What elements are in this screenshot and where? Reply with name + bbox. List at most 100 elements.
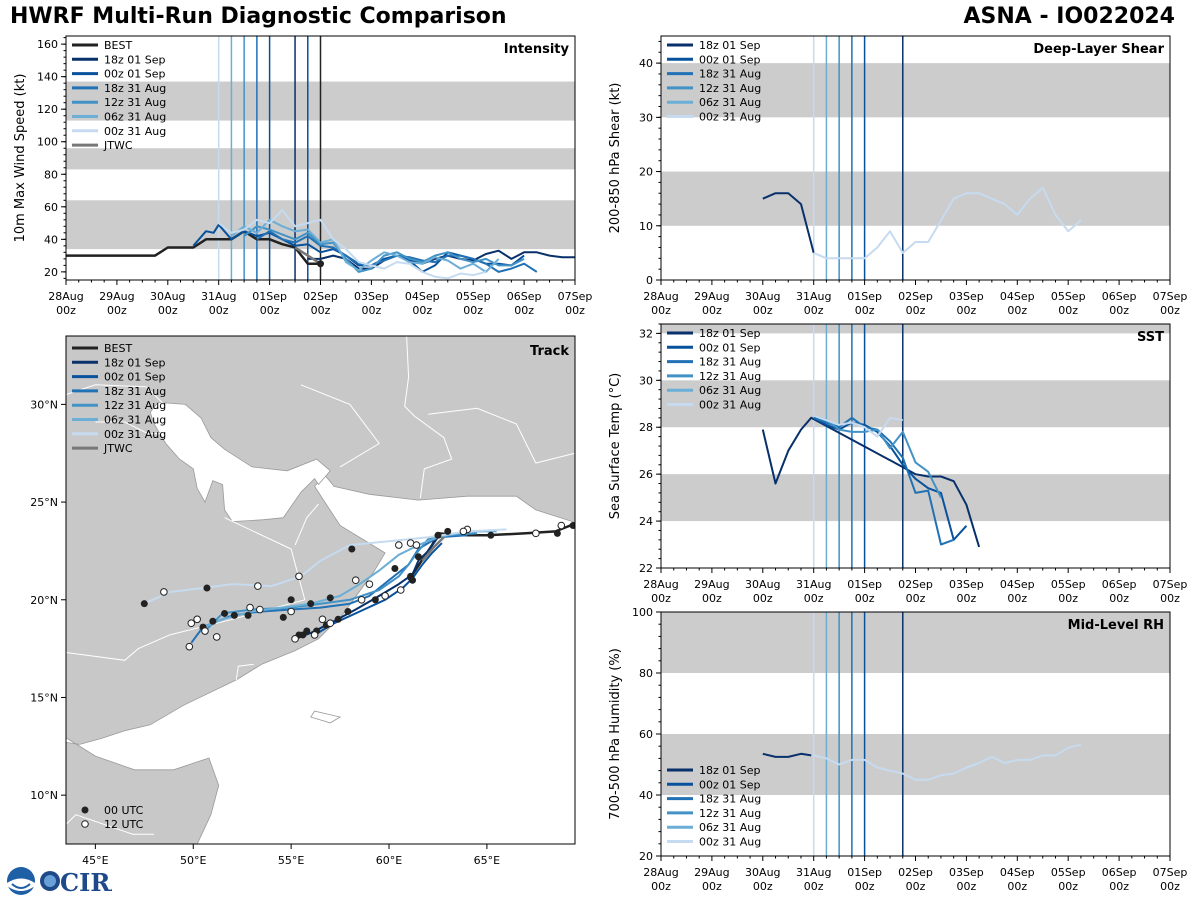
track-point-12utc-21 xyxy=(318,615,327,624)
track-point-12utc-20 xyxy=(310,631,319,639)
arabian-sea xyxy=(66,474,575,844)
rh-xtick-sub-3: 00z xyxy=(804,880,824,893)
sst-ytick-label-4: 30 xyxy=(639,374,653,387)
sst-band-1 xyxy=(661,380,1170,428)
intensity-xtick-sub-2: 00z xyxy=(158,304,178,317)
intensity-series-4 xyxy=(243,225,525,273)
intensity-xtick-label-9: 06Sep xyxy=(507,290,542,303)
shear-xtick-label-4: 01Sep xyxy=(847,290,882,303)
shear-xtick-sub-6: 00z xyxy=(957,304,977,317)
storm-id: ASNA - IO022024 xyxy=(963,4,1176,29)
red-sea-strait xyxy=(66,739,67,742)
intensity-series-7 xyxy=(294,246,322,265)
intensity-ytick-label-5: 120 xyxy=(37,103,58,116)
intensity-legend-label-2: 00z 01 Sep xyxy=(104,68,166,81)
track-legend-label-0: BEST xyxy=(104,342,132,355)
shear-plot-area xyxy=(661,36,1170,280)
sst-xtick-sub-5: 00z xyxy=(906,592,926,605)
track-legend-label-5: 06z 31 Aug xyxy=(104,414,166,427)
track-frame xyxy=(65,335,576,845)
sst-legend-label-3: 12z 31 Aug xyxy=(699,370,761,383)
track-xtick-label-4: 65°E xyxy=(474,854,500,867)
rh-xtick-sub-6: 00z xyxy=(957,880,977,893)
rh-xtick-label-3: 31Aug xyxy=(796,866,831,879)
track-point-00utc-18 xyxy=(221,609,229,617)
sst-ytick-label-0: 22 xyxy=(639,562,653,575)
track-xtick-label-3: 60°E xyxy=(376,854,402,867)
track-point-00utc-4 xyxy=(407,572,415,580)
intensity-ytick-label-1: 40 xyxy=(44,233,58,246)
rh-xtick-label-4: 01Sep xyxy=(847,866,882,879)
track-legend-label-1: 18z 01 Sep xyxy=(104,356,166,369)
rh-legend-label-5: 00z 31 Aug xyxy=(699,836,761,849)
rh-xtick-sub-7: 00z xyxy=(1007,880,1027,893)
intensity-xtick-label-5: 02Sep xyxy=(303,290,338,303)
track-point-00utc-24 xyxy=(569,522,575,530)
sst-series-2 xyxy=(813,416,955,546)
rh-legend-label-4: 06z 31 Aug xyxy=(699,821,761,834)
socotra-gap xyxy=(310,710,342,724)
rh-xtick-sub-5: 00z xyxy=(906,880,926,893)
intensity-xtick-sub-6: 00z xyxy=(362,304,382,317)
intensity-ytick-label-3: 80 xyxy=(44,168,58,181)
rh-xtick-sub-8: 00z xyxy=(1058,880,1078,893)
rh-ytick-label-4: 100 xyxy=(632,606,653,619)
sst-legend-label-2: 18z 31 Aug xyxy=(699,356,761,369)
sst-legend-label-0: 18z 01 Sep xyxy=(699,327,761,340)
rh-ytick-label-2: 60 xyxy=(639,728,653,741)
sst-xtick-label-1: 29Aug xyxy=(694,578,729,591)
sst-xtick-label-0: 28Aug xyxy=(643,578,678,591)
track-ytick-label-1: 15°N xyxy=(30,691,58,704)
intensity-title: Intensity xyxy=(504,42,570,57)
shear-xtick-sub-4: 00z xyxy=(855,304,875,317)
sst-legend-label-5: 00z 31 Aug xyxy=(699,399,761,412)
intensity-ytick-label-0: 20 xyxy=(44,266,58,279)
intensity-series-5 xyxy=(230,218,500,273)
shear-xtick-sub-3: 00z xyxy=(804,304,824,317)
intensity-xtick-label-8: 05Sep xyxy=(456,290,491,303)
track-point-00utc-14 xyxy=(326,594,334,602)
track-point-12utc-13 xyxy=(185,642,194,651)
intensity-xtick-sub-0: 00z xyxy=(56,304,76,317)
track-point-12utc-1 xyxy=(254,582,262,590)
sst-legend-label-1: 00z 01 Sep xyxy=(699,341,761,354)
intensity-xtick-sub-10: 00z xyxy=(565,304,585,317)
track-marker-legend-12-label: 12 UTC xyxy=(104,818,144,831)
rh-xtick-label-1: 29Aug xyxy=(694,866,729,879)
rh-xtick-label-5: 02Sep xyxy=(898,866,933,879)
sst-xtick-label-6: 03Sep xyxy=(949,578,984,591)
rh-ytick-label-1: 40 xyxy=(639,789,653,802)
cira-logo-icon: CIRA xyxy=(40,868,112,896)
track-point-00utc-6 xyxy=(371,596,379,604)
intensity-xtick-sub-4: 00z xyxy=(260,304,280,317)
intensity-ytick-label-6: 140 xyxy=(37,71,58,84)
rh-legend-label-3: 12z 31 Aug xyxy=(699,807,761,820)
intensity-xtick-sub-8: 00z xyxy=(463,304,483,317)
track-series-7 xyxy=(421,536,445,562)
track-point-00utc-13 xyxy=(307,600,315,608)
track-xtick-label-1: 50°E xyxy=(180,854,206,867)
track-point-00utc-1 xyxy=(203,584,211,592)
intensity-legend-label-0: BEST xyxy=(104,39,132,52)
track-point-12utc-24 xyxy=(381,592,389,600)
intensity-legend-label-7: JTWC xyxy=(103,139,133,152)
persian-gulf xyxy=(149,401,331,523)
shear-series-0 xyxy=(762,192,815,254)
intensity-plot-area xyxy=(66,36,575,280)
rh-xtick-sub-2: 00z xyxy=(753,880,773,893)
shear-legend-label-0: 18z 01 Sep xyxy=(699,39,761,52)
track-point-12utc-14 xyxy=(201,627,209,635)
sst-ytick-label-3: 28 xyxy=(639,421,653,434)
track-point-12utc-0 xyxy=(160,588,168,596)
track-point-00utc-17 xyxy=(230,611,238,619)
track-point-12utc-16 xyxy=(246,603,254,612)
shear-legend-label-2: 18z 31 Aug xyxy=(699,68,761,81)
shear-xtick-label-5: 02Sep xyxy=(898,290,933,303)
intensity-series-6 xyxy=(218,209,487,280)
rh-xtick-label-7: 04Sep xyxy=(1000,866,1035,879)
sst-band-0 xyxy=(661,474,1170,522)
track-point-12utc-8 xyxy=(395,541,403,549)
track-point-00utc-16 xyxy=(244,611,252,619)
track-legend-label-7: JTWC xyxy=(103,442,133,455)
intensity-series-0 xyxy=(66,229,321,265)
